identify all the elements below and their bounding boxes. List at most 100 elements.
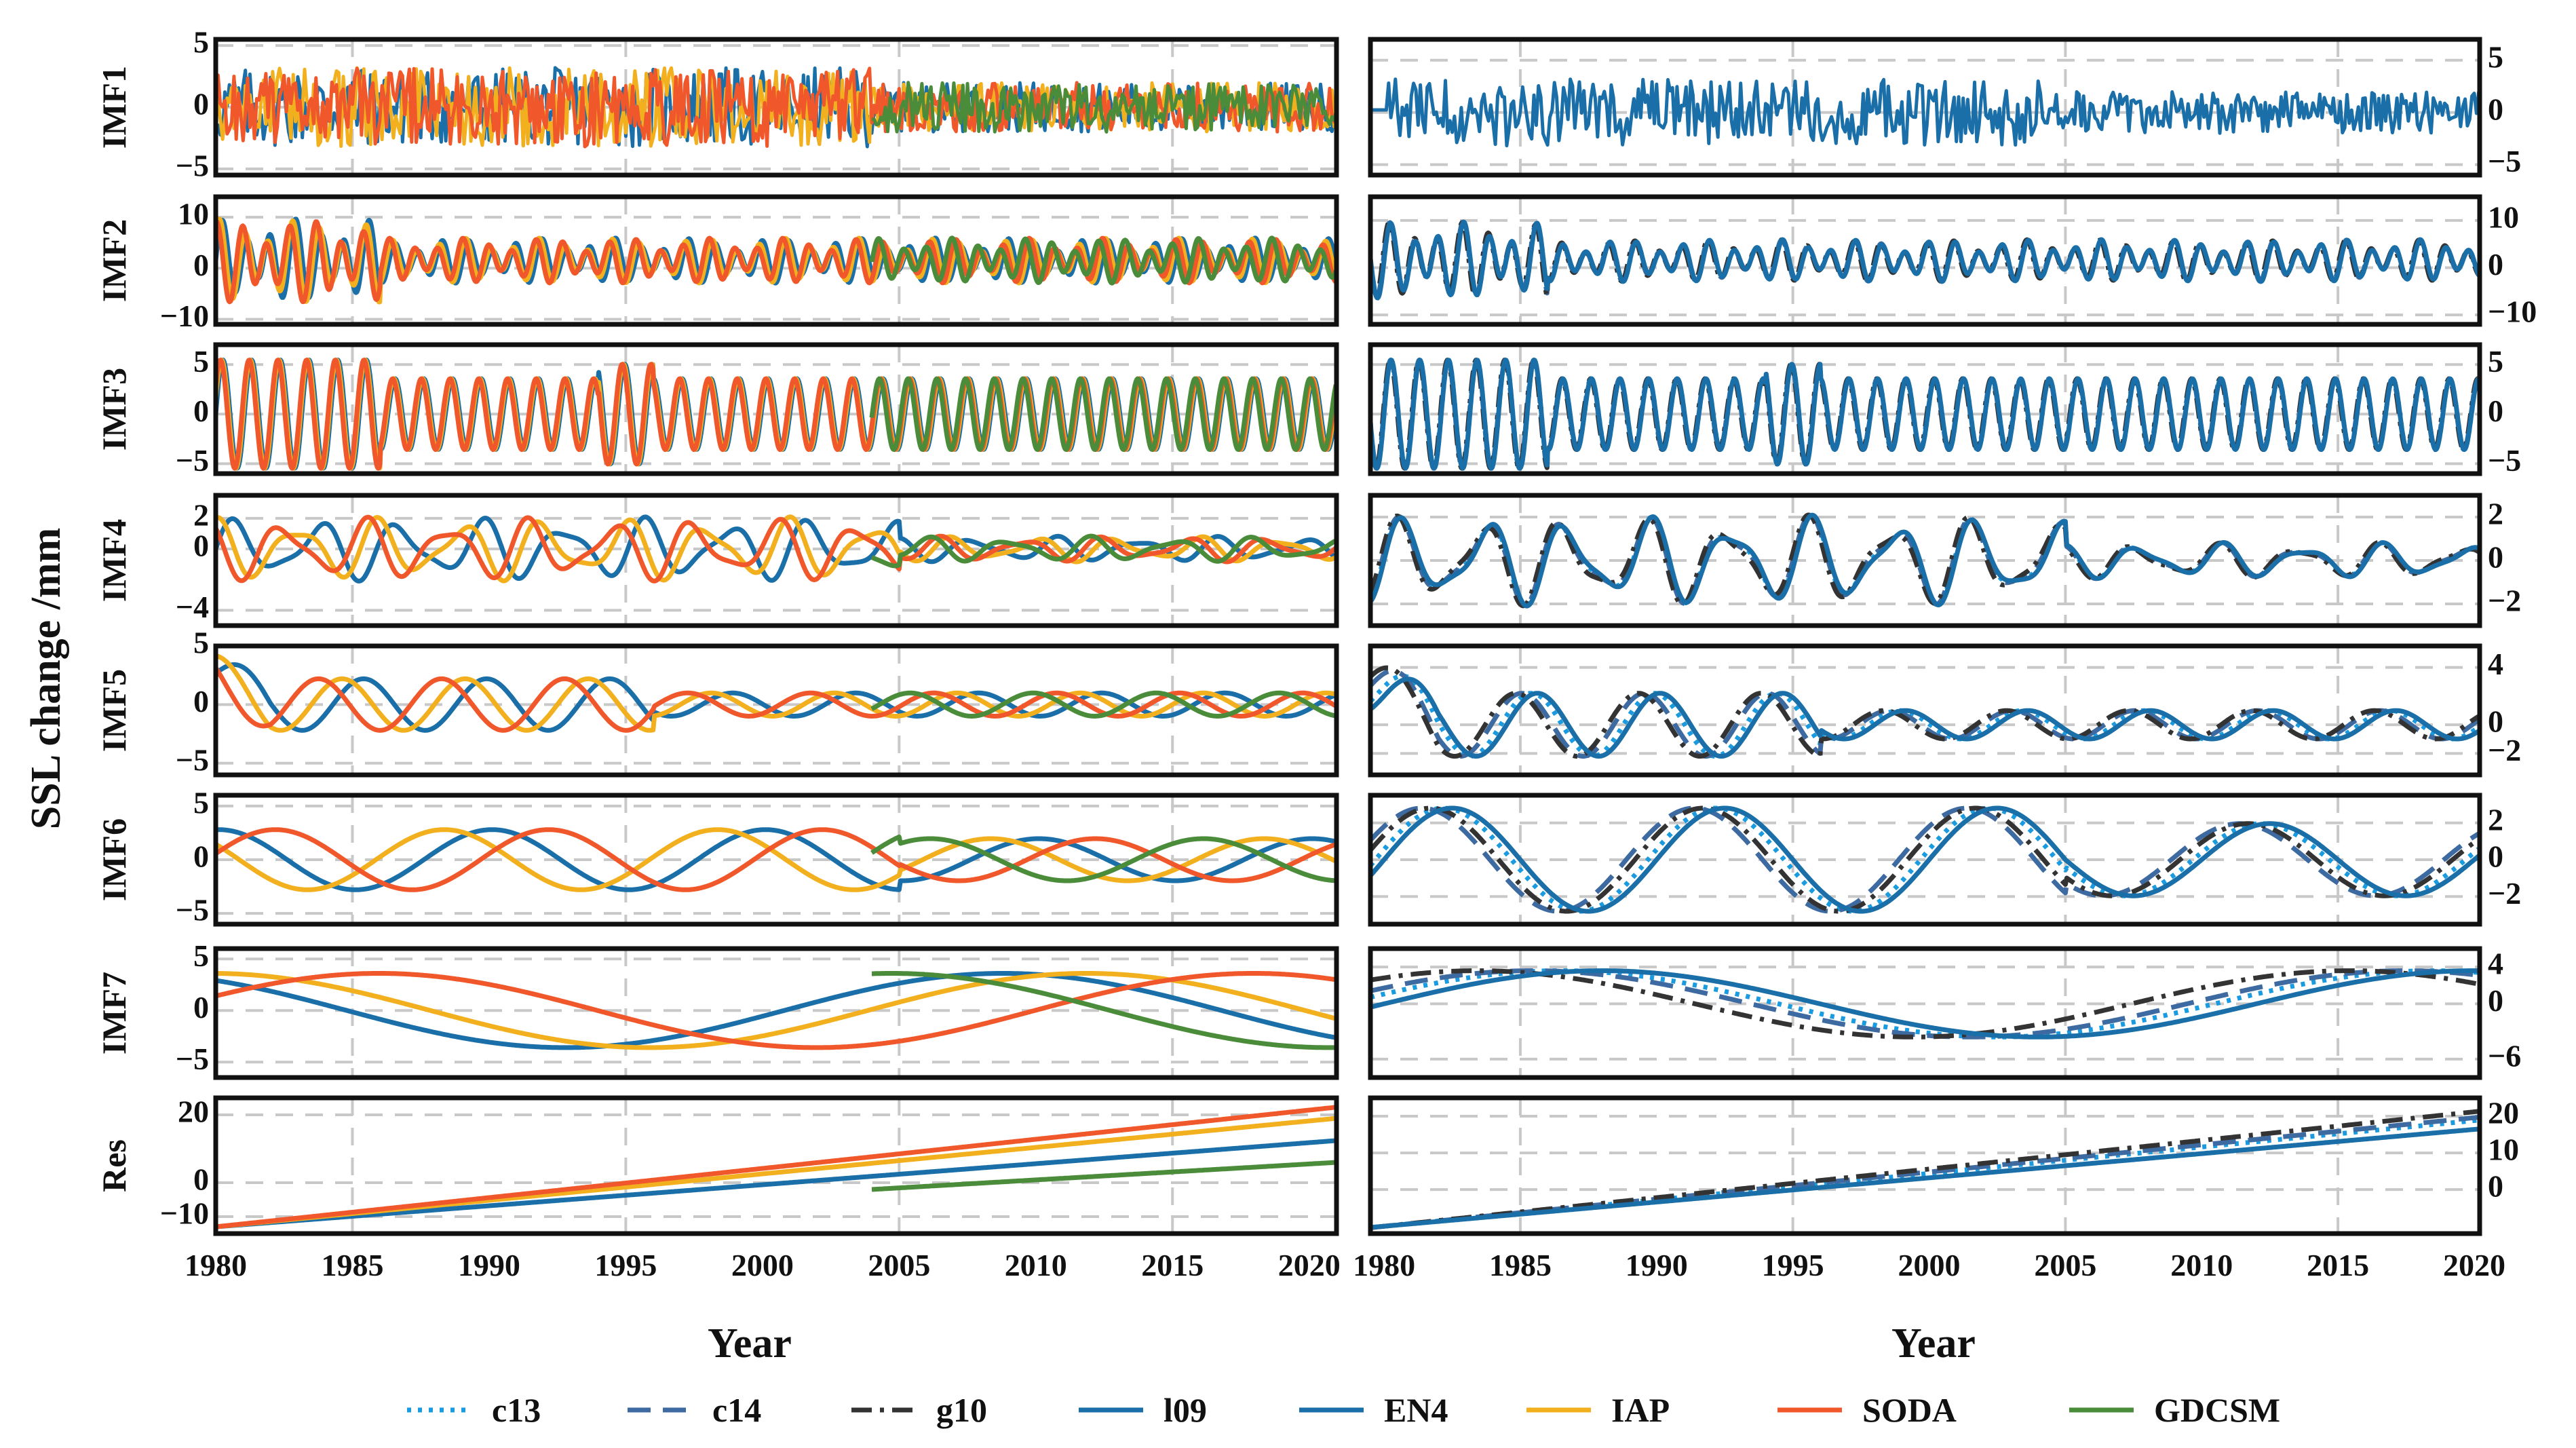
series-line-soda-imf5 (214, 666, 1338, 733)
series-line-en4-imf7 (214, 971, 1338, 1050)
panel-frame-right-imf7 (1368, 946, 2482, 1080)
series-line-iap-imf7 (214, 971, 1338, 1050)
y-tick-label-right: −5 (2488, 443, 2521, 478)
y-tick-label-right: 5 (2488, 344, 2503, 379)
legend: c13 c14 g10 l09 EN4 IAP SODA GDCSM (407, 1391, 2280, 1429)
y-tick-label-right: 5 (2488, 39, 2503, 74)
y-tick-label-right: −2 (2488, 733, 2521, 767)
legend-label-gdcsm: GDCSM (2154, 1391, 2280, 1429)
y-tick-label-left: 2 (193, 497, 209, 532)
series-line-l09-imf3 (1368, 358, 2481, 471)
panel-label-imf5: IMF5 (95, 669, 133, 752)
y-tick-label-left: 5 (193, 344, 209, 379)
y-tick-label-left: −5 (176, 893, 209, 928)
legend-label-soda: SODA (1862, 1391, 1957, 1429)
panel-frame-left-imf7 (213, 946, 1339, 1080)
legend-label-c13: c13 (492, 1391, 541, 1429)
series-line-g10-res (1369, 1109, 2481, 1230)
x-tick-label-right: 2015 (2307, 1248, 2369, 1282)
panel-frame-right-imf4 (1368, 493, 2482, 628)
panel-label-res: Res (95, 1139, 133, 1192)
x-tick-label-right: 1995 (1762, 1248, 1824, 1282)
y-tick-label-left: 0 (193, 839, 209, 874)
panel-frame-right-imf2 (1368, 194, 2482, 327)
y-tick-label-right: 4 (2488, 947, 2503, 981)
y-tick-label-left: 10 (178, 197, 209, 231)
y-tick-label-left: −5 (176, 742, 209, 777)
y-tick-label-left: 0 (193, 1162, 209, 1197)
series-line-iap-imf5 (214, 653, 1338, 733)
y-tick-label-left: 0 (193, 684, 209, 719)
series-line-gdcsm-imf5 (870, 690, 1338, 719)
y-tick-label-right: 20 (2488, 1096, 2519, 1130)
x-tick-label-left: 2010 (1005, 1248, 1067, 1282)
x-tick-label-right: 1980 (1353, 1248, 1415, 1282)
panel-frame-right-res (1368, 1095, 2482, 1236)
series-line-l09-res (1369, 1126, 2481, 1230)
legend-label-l09: l09 (1164, 1391, 1207, 1429)
y-tick-label-left: −10 (160, 1196, 209, 1231)
series-line-c13-imf5 (1368, 673, 2482, 759)
y-tick-label-left: 0 (193, 248, 209, 282)
series-line-gdcsm-imf4 (870, 533, 1338, 569)
x-tick-label-left: 2005 (868, 1248, 930, 1282)
y-tick-label-right: 0 (2488, 1169, 2503, 1204)
y-tick-label-left: 5 (193, 785, 209, 820)
x-tick-label-left: 2000 (731, 1248, 794, 1282)
y-tick-label-left: 0 (193, 394, 209, 428)
y-tick-label-left: 5 (193, 626, 209, 660)
x-axis-title-right: Year (1891, 1320, 1976, 1367)
panel-frame-left-imf3 (213, 342, 1339, 476)
y-tick-label-right: −6 (2488, 1038, 2521, 1073)
y-tick-label-right: 0 (2488, 704, 2503, 739)
x-tick-label-left: 1990 (458, 1248, 520, 1282)
x-tick-label-right: 1990 (1626, 1248, 1688, 1282)
panel-frame-right-imf3 (1368, 342, 2482, 476)
series-line-en4-imf4 (213, 514, 1339, 584)
panel-label-imf3: IMF3 (95, 368, 133, 451)
legend-label-en4: EN4 (1384, 1391, 1448, 1429)
panel-frame-left-imf1 (213, 37, 1339, 178)
x-tick-label-right: 2010 (2170, 1248, 2233, 1282)
series-line-g10-imf5 (1368, 665, 2481, 759)
panel-frame-left-imf5 (213, 643, 1339, 778)
panel-frame-left-imf6 (213, 793, 1339, 927)
panel-label-imf6: IMF6 (95, 818, 133, 901)
series-line-l09-imf4 (1368, 512, 2481, 609)
x-tick-label-right: 1985 (1489, 1248, 1552, 1282)
series-line-l09-imf7 (1369, 968, 2481, 1040)
series-line-soda-imf2 (214, 219, 1338, 305)
series-line-soda-res (214, 1105, 1338, 1230)
series-line-l09-imf5 (1368, 677, 2481, 759)
panel-frame-left-imf2 (213, 194, 1339, 327)
grid-layer (216, 39, 2480, 1234)
x-tick-label-left: 2020 (1278, 1248, 1341, 1282)
series-line-iap-imf6 (214, 827, 1338, 892)
panel-label-imf2: IMF2 (95, 219, 133, 302)
y-tick-label-left: 0 (193, 87, 209, 121)
series-line-c13-imf6 (1368, 805, 2482, 914)
series-line-gdcsm-imf3 (869, 376, 1339, 452)
series-line-gdcsm-imf2 (869, 235, 1339, 286)
series-line-l09-imf1 (1370, 77, 2481, 148)
y-tick-label-right: 0 (2488, 540, 2503, 575)
legend-label-c14: c14 (712, 1391, 761, 1429)
series-line-en4-res (214, 1138, 1338, 1230)
y-tick-label-right: 0 (2488, 839, 2503, 874)
series-layer (213, 66, 2482, 1230)
series-line-g10-imf4 (1368, 512, 2482, 609)
y-tick-label-left: −5 (176, 443, 209, 478)
panel-frame-left-imf4 (213, 493, 1339, 628)
series-line-gdcsm-imf6 (870, 834, 1338, 883)
y-tick-label-left: 20 (178, 1094, 209, 1129)
y-tick-label-right: −10 (2488, 294, 2537, 329)
legend-label-g10: g10 (936, 1391, 987, 1429)
series-line-g10-imf7 (1369, 968, 2481, 1040)
panel-frame-right-imf6 (1368, 793, 2482, 927)
y-tick-label-right: −2 (2488, 584, 2521, 618)
y-tick-label-left: 0 (193, 990, 209, 1025)
series-line-l09-imf2 (1368, 219, 2482, 301)
y-tick-label-right: −2 (2488, 876, 2521, 911)
y-tick-label-left: −5 (176, 1042, 209, 1076)
